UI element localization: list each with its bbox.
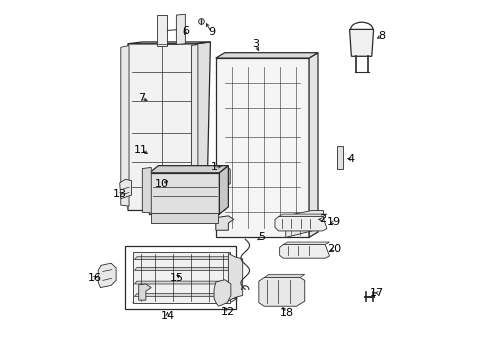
Bar xyxy=(233,154,247,167)
Text: 10: 10 xyxy=(155,179,169,189)
Circle shape xyxy=(217,196,223,202)
Polygon shape xyxy=(219,166,228,214)
Polygon shape xyxy=(98,263,116,288)
Text: 15: 15 xyxy=(169,273,183,283)
Text: 19: 19 xyxy=(326,217,341,227)
Polygon shape xyxy=(121,45,129,206)
Text: 17: 17 xyxy=(369,288,384,298)
Text: 12: 12 xyxy=(221,307,235,316)
Polygon shape xyxy=(132,252,230,303)
Text: 6: 6 xyxy=(182,26,188,36)
Polygon shape xyxy=(215,166,230,211)
Polygon shape xyxy=(176,14,185,44)
Bar xyxy=(233,213,247,226)
Text: 1: 1 xyxy=(210,162,217,172)
Polygon shape xyxy=(149,173,219,214)
Polygon shape xyxy=(134,281,234,284)
Bar xyxy=(125,246,235,309)
Polygon shape xyxy=(132,298,237,303)
Polygon shape xyxy=(191,44,198,210)
Polygon shape xyxy=(215,53,317,58)
Text: 3: 3 xyxy=(251,40,258,49)
Polygon shape xyxy=(156,15,167,45)
Bar xyxy=(337,159,341,164)
Polygon shape xyxy=(139,284,151,300)
Text: 7: 7 xyxy=(138,93,144,103)
Polygon shape xyxy=(285,211,323,237)
Polygon shape xyxy=(128,42,210,44)
Polygon shape xyxy=(134,267,234,270)
Bar xyxy=(233,188,247,201)
Polygon shape xyxy=(336,146,343,169)
Polygon shape xyxy=(151,213,217,223)
Text: 20: 20 xyxy=(326,244,341,254)
Bar xyxy=(269,213,284,226)
Polygon shape xyxy=(274,217,326,231)
Text: 14: 14 xyxy=(160,311,174,320)
Bar xyxy=(337,152,341,157)
Polygon shape xyxy=(149,166,228,173)
Bar xyxy=(222,64,302,231)
Text: 16: 16 xyxy=(87,273,102,283)
Polygon shape xyxy=(128,44,196,211)
Circle shape xyxy=(198,19,204,24)
Polygon shape xyxy=(142,167,151,213)
Polygon shape xyxy=(134,257,234,260)
Polygon shape xyxy=(215,58,308,237)
Polygon shape xyxy=(278,214,326,217)
Polygon shape xyxy=(349,30,373,56)
Bar xyxy=(269,188,284,201)
Text: 9: 9 xyxy=(207,27,215,37)
Bar xyxy=(269,154,284,167)
Polygon shape xyxy=(308,53,317,237)
Polygon shape xyxy=(134,294,234,297)
Polygon shape xyxy=(283,242,329,244)
Polygon shape xyxy=(214,280,230,306)
Polygon shape xyxy=(228,253,242,301)
Text: 5: 5 xyxy=(258,232,264,242)
Text: 4: 4 xyxy=(347,154,354,164)
Polygon shape xyxy=(192,42,210,211)
Text: 8: 8 xyxy=(377,31,384,41)
Text: 2: 2 xyxy=(319,215,325,224)
Polygon shape xyxy=(279,244,329,258)
Text: 11: 11 xyxy=(134,144,148,154)
Text: 18: 18 xyxy=(279,308,293,318)
Text: 13: 13 xyxy=(112,189,126,199)
Polygon shape xyxy=(120,179,131,199)
Polygon shape xyxy=(264,274,304,278)
Polygon shape xyxy=(258,278,304,306)
Polygon shape xyxy=(215,216,233,230)
